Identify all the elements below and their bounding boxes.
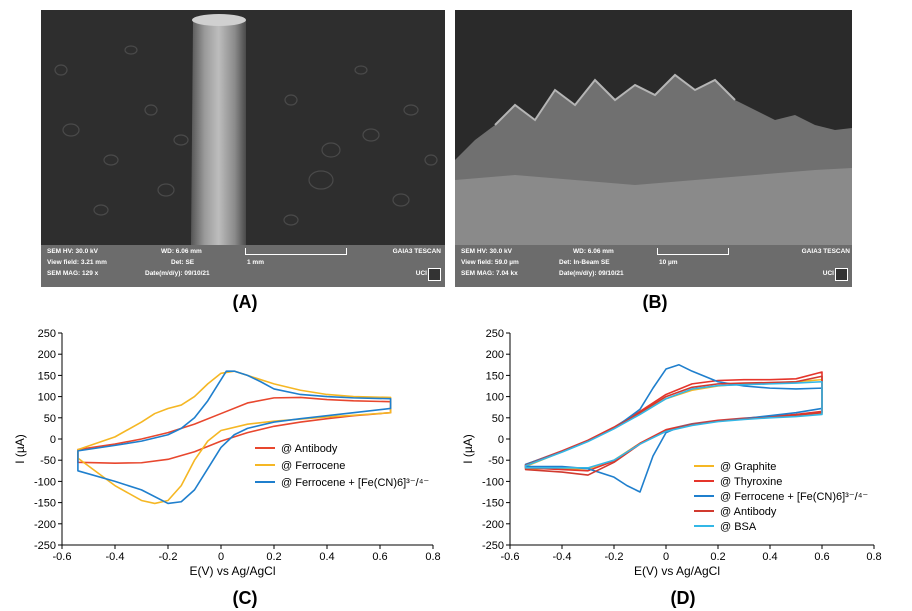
sem-date: Date(m/d/y): 09/10/21 [559,270,624,277]
cv-chart-d: -250 -200 -150 -100 -50 0 50 100 150 200 250 -0.6 -0… [461,328,882,578]
x-tick-label: 0.2 [266,551,281,563]
sem-view-field: View field: 59.0 µm [461,259,519,266]
sem-logo: UCI [415,270,427,277]
y-axis-label: I (µA) [13,434,27,464]
y-tick-label: 50 [44,413,56,425]
y-tick-label: -150 [482,498,504,510]
sem-wd: WD: 6.06 mm [161,248,202,255]
x-tick-label: 0.6 [372,551,387,563]
sem-date: Date(m/d/y): 09/10/21 [145,270,210,277]
series-line-2 [524,371,823,472]
y-tick-label: 100 [486,392,504,404]
y-tick-label: -200 [482,519,504,531]
y-tick-label: -250 [482,540,504,552]
y-tick-label: -100 [482,476,504,488]
sem-mag: SEM MAG: 7.04 kx [461,270,518,277]
sem-mag: SEM MAG: 129 x [47,270,99,277]
y-tick-label: 200 [486,349,504,361]
y-tick-label: -50 [488,455,504,467]
y-tick-label: 0 [50,434,56,446]
sem-logo: UCI [822,270,834,277]
x-tick-label: -0.4 [106,551,125,563]
sem-hv: SEM HV: 30.0 kV [461,248,512,255]
y-tick-label: 150 [486,370,504,382]
sem-view-field: View field: 3.21 mm [47,259,107,266]
y-tick-label: 200 [38,349,56,361]
panel-label-b: (B) [642,292,668,312]
x-tick-label: 0.2 [710,551,725,563]
y-tick-label: -50 [40,455,56,467]
sem-micrograph-a [41,10,445,245]
sem-micrograph-b [455,10,852,245]
x-tick-label: 0.8 [425,551,440,563]
sem-scale: 1 mm [247,259,264,266]
series-line-3 [524,364,823,493]
cv-chart-c: -250 -200 -150 -100 -50 0 50 100 150 200 250 -0.6 -0… [13,328,441,578]
sem-image-a: SEM HV: 30.0 kV WD: 6.06 mm GAIA3 TESCAN… [41,10,445,287]
series-line-3 [77,370,392,505]
x-axis-label: E(V) vs Ag/AgCl [634,564,720,578]
x-tick-label: -0.4 [553,551,572,563]
y-tick-label: 0 [498,434,504,446]
series-line-5 [524,380,823,469]
sem-info-bar-b: SEM HV: 30.0 kV WD: 6.06 mm GAIA3 TESCAN… [455,245,852,287]
x-tick-label: 0.4 [319,551,334,563]
sem-scale: 10 µm [659,259,678,266]
x-tick-label: 0 [663,551,669,563]
legend-label: @ Graphite [720,461,776,473]
x-tick-label: -0.2 [159,551,178,563]
panel-label-d: (D) [670,588,696,608]
y-tick-label: -100 [34,476,56,488]
y-tick-label: 250 [38,328,56,340]
scale-bar-a [245,248,347,255]
y-tick-label: 150 [38,370,56,382]
x-tick-label: 0.4 [762,551,777,563]
panel-label-a: (A) [232,292,258,312]
x-tick-label: -0.6 [53,551,72,563]
sem-det: Det: In-Beam SE [559,259,610,266]
sem-det: Det: SE [171,259,195,266]
y-tick-label: -150 [34,498,56,510]
y-axis-label: I (µA) [461,434,475,464]
x-tick-label: 0.8 [866,551,881,563]
y-tick-label: 250 [486,328,504,340]
scale-bar-b [657,248,729,255]
x-tick-label: 0.6 [814,551,829,563]
x-tick-label: 0 [218,551,224,563]
sem-wd: WD: 6.06 mm [573,248,614,255]
legend-label: @ Antibody [281,443,338,455]
logo-mark-a [428,268,441,281]
sem-brand: GAIA3 TESCAN [801,248,850,255]
logo-mark-b [835,268,848,281]
sem-brand: GAIA3 TESCAN [392,248,441,255]
sem-hv: SEM HV: 30.0 kV [47,248,98,255]
legend-label: @ BSA [720,521,757,533]
series-line-1 [77,396,392,464]
y-tick-label: 50 [492,413,504,425]
y-tick-label: -250 [34,540,56,552]
legend-label: @ Thyroxine [720,476,782,488]
legend-label: @ Ferrocene + [Fe(CN)6]³⁻/⁴⁻ [720,491,868,503]
x-tick-label: -0.2 [605,551,624,563]
sem-image-b: SEM HV: 30.0 kV WD: 6.06 mm GAIA3 TESCAN… [455,10,852,287]
y-tick-label: -200 [34,519,56,531]
sem-info-bar-a: SEM HV: 30.0 kV WD: 6.06 mm GAIA3 TESCAN… [41,245,445,287]
x-axis-label: E(V) vs Ag/AgCl [189,564,275,578]
panel-label-c: (C) [232,588,258,608]
x-tick-label: -0.6 [501,551,520,563]
y-tick-label: 100 [38,392,56,404]
legend-label: @ Ferrocene [281,460,345,472]
legend-label: @ Ferrocene + [Fe(CN)6]³⁻/⁴⁻ [281,477,429,489]
legend-label: @ Antibody [720,506,777,518]
